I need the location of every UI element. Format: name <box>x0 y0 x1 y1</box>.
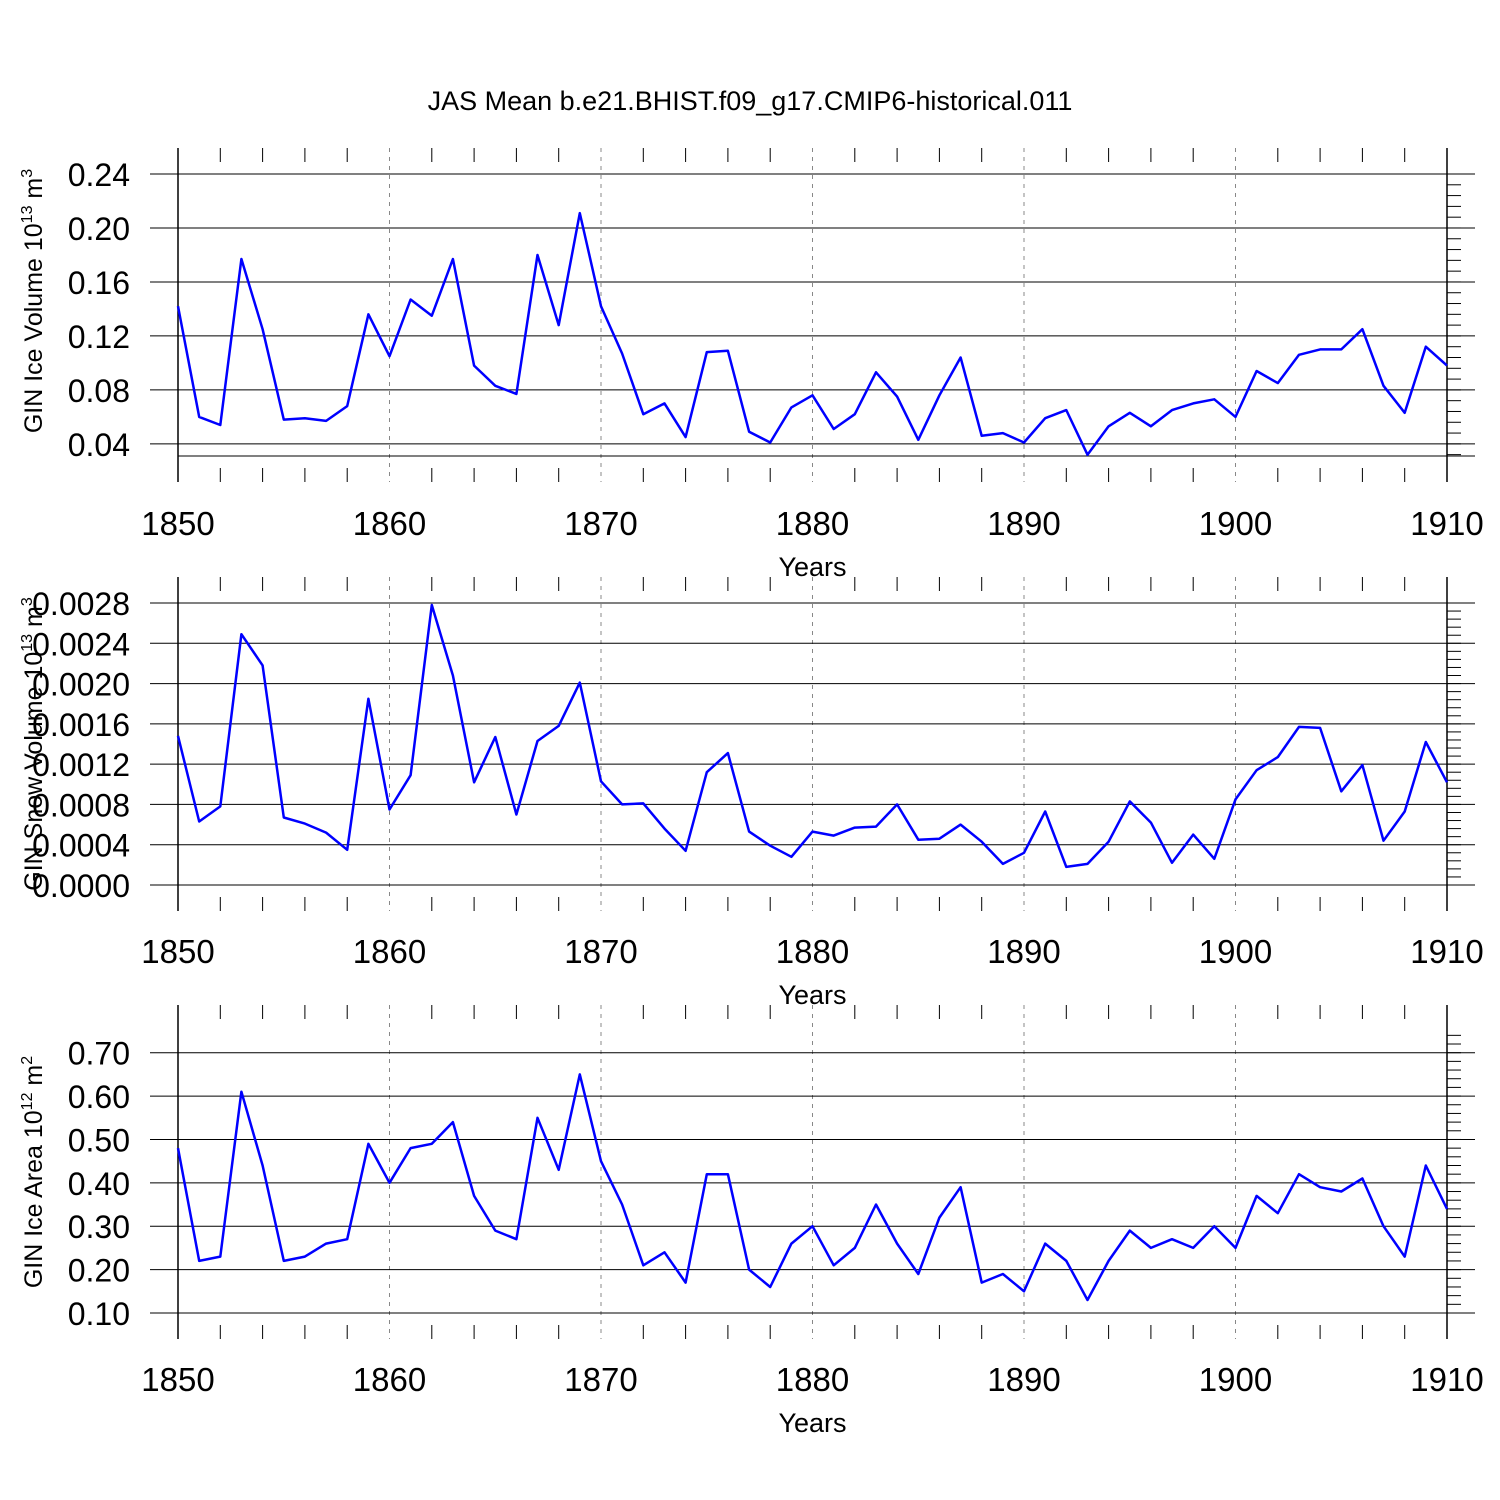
y-tick-label: 0.08 <box>68 373 130 409</box>
y-tick-label: 0.20 <box>68 211 130 247</box>
x-tick-label: 1870 <box>564 505 637 542</box>
x-tick-label: 1850 <box>141 505 214 542</box>
y-tick-label: 0.0004 <box>32 828 130 864</box>
y-tick-label: 0.40 <box>68 1166 130 1202</box>
y-tick-label: 0.04 <box>68 427 130 463</box>
y-tick-label: 0.0012 <box>32 747 130 783</box>
panel-ice-volume: 1850 1860 1870 1880 1890 1900 1910 0.04 0.08 0.12… <box>19 148 1484 582</box>
panel-snow-volume: 1850 1860 1870 1880 1890 1900 1910 0.0000 0.0004… <box>19 577 1484 1010</box>
y-tick-label: 0.0024 <box>32 626 130 662</box>
series-line <box>176 211 1448 456</box>
y-tick-label: 0.0008 <box>32 787 130 823</box>
y-tick-label: 0.50 <box>68 1122 130 1158</box>
x-tick-label: 1860 <box>353 933 426 970</box>
x-tick-label: 1900 <box>1199 1361 1272 1398</box>
y-axis-label: GIN Ice Area 1012 m2 <box>19 1056 48 1288</box>
figure-title: JAS Mean b.e21.BHIST.f09_g17.CMIP6-histo… <box>427 86 1073 116</box>
y-tick-label: 0.0000 <box>32 868 130 904</box>
x-tick-label: 1890 <box>987 933 1060 970</box>
x-tick-label: 1860 <box>353 1361 426 1398</box>
x-tick-label: 1860 <box>353 505 426 542</box>
x-tick-label: 1880 <box>776 933 849 970</box>
y-tick-label: 0.16 <box>68 265 130 301</box>
y-tick-label: 0.60 <box>68 1079 130 1115</box>
x-tick-label: 1900 <box>1199 933 1272 970</box>
x-tick-label: 1850 <box>141 933 214 970</box>
x-tick-label: 1910 <box>1410 1361 1483 1398</box>
x-tick-label: 1870 <box>564 1361 637 1398</box>
y-axis-label: GIN Snow Volume 1013 m3 <box>19 597 48 891</box>
y-tick-label: 0.0016 <box>32 707 130 743</box>
y-axis-label: GIN Ice Volume 1013 m3 <box>19 169 48 433</box>
x-tick-label: 1900 <box>1199 505 1272 542</box>
x-axis-label: Years <box>778 1408 846 1438</box>
x-tick-label: 1910 <box>1410 505 1483 542</box>
y-tick-label: 0.20 <box>68 1253 130 1289</box>
x-tick-label: 1910 <box>1410 933 1483 970</box>
x-tick-label: 1880 <box>776 505 849 542</box>
x-tick-label: 1870 <box>564 933 637 970</box>
series-line <box>176 1073 1449 1302</box>
x-tick-label: 1890 <box>987 1361 1060 1398</box>
series-line <box>176 603 1449 869</box>
y-tick-label: 0.24 <box>68 157 130 193</box>
x-tick-label: 1850 <box>141 1361 214 1398</box>
y-tick-label: 0.30 <box>68 1209 130 1245</box>
y-tick-label: 0.70 <box>68 1036 130 1072</box>
y-tick-label: 0.0028 <box>32 586 130 622</box>
panel-ice-area: 1850 1860 1870 1880 1890 1900 1910 0.10 0.20 0.30… <box>19 1005 1484 1438</box>
y-tick-label: 0.0020 <box>32 667 130 703</box>
y-tick-label: 0.10 <box>68 1296 130 1332</box>
x-tick-label: 1880 <box>776 1361 849 1398</box>
y-tick-label: 0.12 <box>68 319 130 355</box>
x-tick-label: 1890 <box>987 505 1060 542</box>
